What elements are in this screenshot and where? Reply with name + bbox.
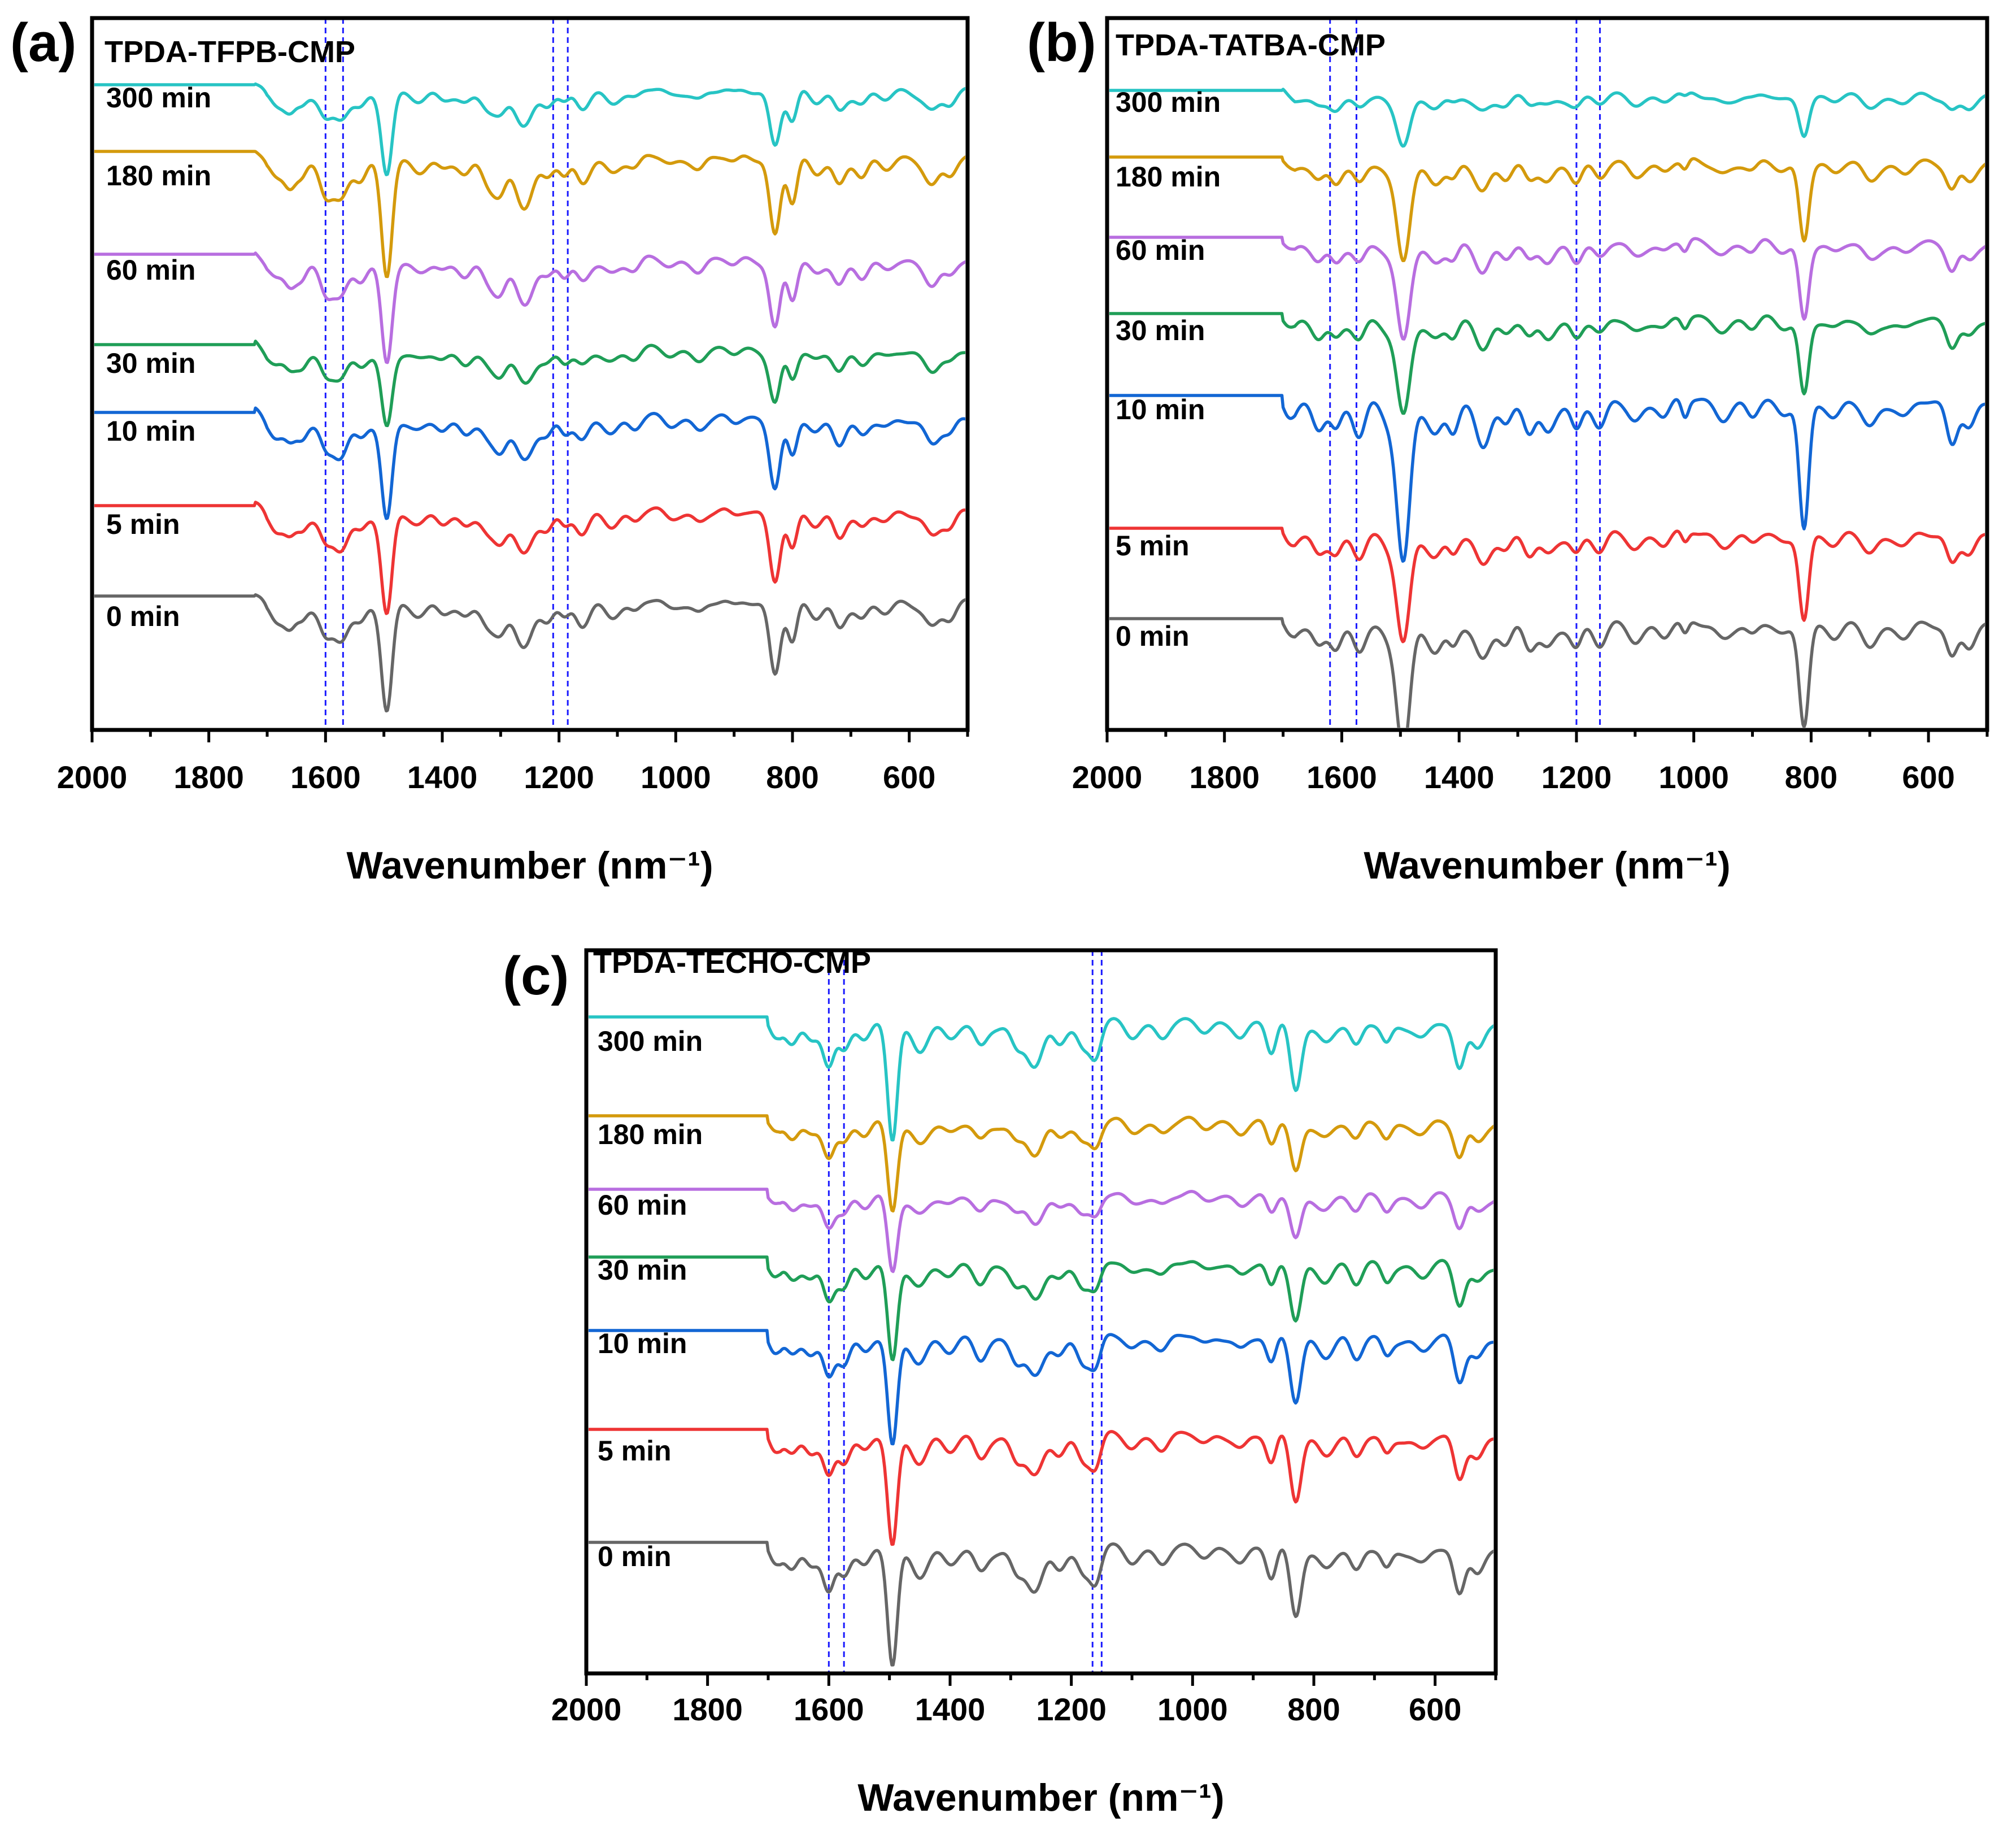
x-tick-label-1400: 1400	[915, 1692, 986, 1727]
spectrum-5-min	[1109, 527, 1985, 643]
series-label-30-min: 30 min	[598, 1254, 687, 1286]
x-tick-label-800: 800	[1287, 1692, 1340, 1727]
spectrum-300-min	[589, 1015, 1493, 1142]
x-tick-label-800: 800	[766, 759, 818, 795]
spectrum-30-min	[94, 340, 965, 428]
series-label-60-min: 60 min	[1116, 234, 1205, 266]
spectrum-60-min	[1109, 236, 1985, 341]
series-label-180-min: 180 min	[106, 160, 211, 192]
panel-label: (c)	[503, 946, 569, 1006]
spectrum-60-min	[589, 1188, 1493, 1273]
panel-c: 300 min 180 min 60 min 30 min 10 min 5 min 0 m…	[503, 946, 1498, 1819]
x-axis-title: Wavenumber (nm⁻¹)	[857, 1776, 1224, 1819]
chart-title: TPDA-TATBA-CMP	[1116, 28, 1386, 62]
panel-label: (a)	[10, 12, 76, 73]
x-tick-label-1800: 1800	[1189, 759, 1260, 795]
series-label-300-min: 300 min	[106, 82, 211, 114]
series-label-30-min: 30 min	[106, 347, 195, 379]
series-label-0-min: 0 min	[598, 1541, 672, 1572]
x-tick-label-600: 600	[1902, 759, 1954, 795]
x-tick-label-1200: 1200	[524, 759, 594, 795]
series-label-0-min: 0 min	[1116, 620, 1190, 652]
x-tick-label-1400: 1400	[407, 759, 478, 795]
spectrum-180-min	[1109, 155, 1985, 262]
x-tick-label-1000: 1000	[1157, 1692, 1228, 1727]
x-tick-label-1600: 1600	[290, 759, 361, 795]
x-tick-label-1200: 1200	[1541, 759, 1612, 795]
x-tick-label-1400: 1400	[1424, 759, 1495, 795]
spectrum-300-min	[94, 82, 965, 176]
spectrum-0-min	[589, 1541, 1493, 1667]
spectrum-10-min	[94, 406, 965, 520]
x-tick-label-1000: 1000	[1658, 759, 1729, 795]
series-label-60-min: 60 min	[106, 254, 195, 286]
spectrum-0-min	[94, 593, 965, 713]
spectrum-5-min	[94, 501, 965, 615]
spectrum-180-min	[589, 1114, 1493, 1213]
panel-a: 300 min 180 min 60 min 30 min 10 min 5 min 0 m…	[10, 12, 970, 887]
spectrum-30-min	[589, 1255, 1493, 1362]
series-label-5-min: 5 min	[598, 1435, 672, 1467]
series-label-180-min: 180 min	[598, 1119, 703, 1150]
x-axis-title: Wavenumber (nm⁻¹)	[1364, 844, 1730, 887]
panel-b: 300 min 180 min 60 min 30 min 10 min 5 min 0 m…	[1027, 12, 1989, 887]
series-label-5-min: 5 min	[1116, 530, 1190, 562]
spectrum-180-min	[94, 150, 965, 279]
chart-title: TPDA-TFPB-CMP	[104, 35, 355, 69]
spectrum-10-min	[589, 1329, 1493, 1446]
x-tick-label-2000: 2000	[57, 759, 128, 795]
panel-label: (b)	[1027, 12, 1096, 73]
series-label-0-min: 0 min	[106, 601, 180, 632]
series-label-60-min: 60 min	[598, 1189, 687, 1221]
series-label-180-min: 180 min	[1116, 161, 1221, 193]
spectrum-0-min	[1109, 617, 1985, 728]
series-label-10-min: 10 min	[598, 1328, 687, 1359]
series-label-300-min: 300 min	[598, 1025, 703, 1057]
x-axis-title: Wavenumber (nm⁻¹)	[346, 844, 713, 887]
spectrum-30-min	[1109, 312, 1985, 415]
plot-frame	[584, 948, 1498, 1676]
series-label-300-min: 300 min	[1116, 86, 1221, 118]
x-tick-label-1800: 1800	[672, 1692, 743, 1727]
x-tick-label-1200: 1200	[1036, 1692, 1107, 1727]
x-tick-label-1000: 1000	[641, 759, 711, 795]
plot-frame	[90, 16, 970, 732]
spectrum-60-min	[94, 251, 965, 364]
series-label-30-min: 30 min	[1116, 315, 1205, 346]
x-tick-label-800: 800	[1785, 759, 1837, 795]
x-tick-label-1600: 1600	[1306, 759, 1377, 795]
plot-frame	[1105, 16, 1989, 732]
x-tick-label-600: 600	[883, 759, 935, 795]
spectrum-300-min	[1109, 88, 1985, 148]
x-tick-label-1600: 1600	[794, 1692, 864, 1727]
x-tick-label-2000: 2000	[1072, 759, 1143, 795]
spectrum-5-min	[589, 1428, 1493, 1546]
x-tick-label-1800: 1800	[173, 759, 244, 795]
series-label-10-min: 10 min	[1116, 394, 1205, 425]
x-tick-label-2000: 2000	[551, 1692, 622, 1727]
series-label-5-min: 5 min	[106, 508, 180, 540]
chart-title: TPDA-TECHO-CMP	[593, 946, 871, 980]
spectrum-10-min	[1109, 394, 1985, 563]
x-tick-label-600: 600	[1409, 1692, 1461, 1727]
series-label-10-min: 10 min	[106, 415, 195, 447]
